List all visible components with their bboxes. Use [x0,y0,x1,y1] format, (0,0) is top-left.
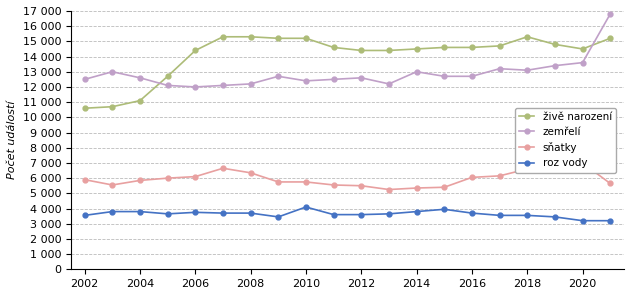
sňatky [109,183,116,187]
roz vody [606,219,614,223]
roz vody [330,213,338,216]
živě narození [468,46,476,49]
roz vody [579,219,586,223]
zemřelí [551,64,558,67]
zemřelí [579,61,586,65]
živě narození [551,43,558,46]
zemřelí [413,70,420,73]
živě narození [109,105,116,108]
roz vody [164,212,172,215]
Line: živě narození: živě narození [82,34,613,111]
sňatky [330,183,338,187]
zemřelí [247,82,254,86]
živě narození [192,49,199,52]
živě narození [440,46,448,49]
sňatky [81,178,88,181]
zemřelí [358,76,365,80]
roz vody [413,210,420,213]
sňatky [247,171,254,175]
zemřelí [468,75,476,78]
zemřelí [192,85,199,89]
živě narození [219,35,227,38]
živě narození [247,35,254,38]
roz vody [358,213,365,216]
sňatky [440,186,448,189]
živě narození [413,47,420,51]
zemřelí [109,70,116,73]
živě narození [579,47,586,51]
roz vody [496,214,504,217]
roz vody [247,211,254,215]
roz vody [136,210,144,213]
živě narození [524,35,531,38]
sňatky [496,174,504,178]
zemřelí [81,78,88,81]
sňatky [385,188,392,191]
živě narození [330,46,338,49]
živě narození [164,75,172,78]
zemřelí [524,68,531,72]
zemřelí [302,79,310,83]
sňatky [468,176,476,179]
sňatky [524,167,531,171]
zemřelí [164,84,172,87]
Y-axis label: Počet událostí: Počet událostí [7,101,17,179]
sňatky [413,186,420,190]
zemřelí [274,75,282,78]
sňatky [579,161,586,165]
zemřelí [440,75,448,78]
živě narození [302,36,310,40]
sňatky [274,180,282,184]
roz vody [219,211,227,215]
Line: sňatky: sňatky [82,160,613,192]
živě narození [606,36,614,40]
Legend: živě narození, zemřelí, sňatky, roz vody: živě narození, zemřelí, sňatky, roz vody [514,108,616,173]
živě narození [385,49,392,52]
sňatky [606,182,614,185]
živě narození [274,36,282,40]
roz vody [440,207,448,211]
sňatky [136,179,144,182]
zemřelí [496,67,504,70]
zemřelí [219,84,227,87]
roz vody [81,214,88,217]
roz vody [551,215,558,219]
živě narození [81,107,88,110]
roz vody [524,214,531,217]
sňatky [358,184,365,187]
roz vody [192,210,199,214]
zemřelí [330,78,338,81]
sňatky [192,175,199,178]
Line: zemřelí: zemřelí [82,12,613,89]
roz vody [468,211,476,215]
živě narození [136,99,144,102]
roz vody [385,212,392,215]
roz vody [302,205,310,209]
zemřelí [136,76,144,80]
roz vody [109,210,116,213]
sňatky [551,166,558,170]
zemřelí [606,12,614,16]
živě narození [358,49,365,52]
sňatky [164,176,172,180]
sňatky [219,166,227,170]
Line: roz vody: roz vody [82,205,613,223]
roz vody [274,215,282,219]
živě narození [496,44,504,48]
zemřelí [385,82,392,86]
sňatky [302,180,310,184]
